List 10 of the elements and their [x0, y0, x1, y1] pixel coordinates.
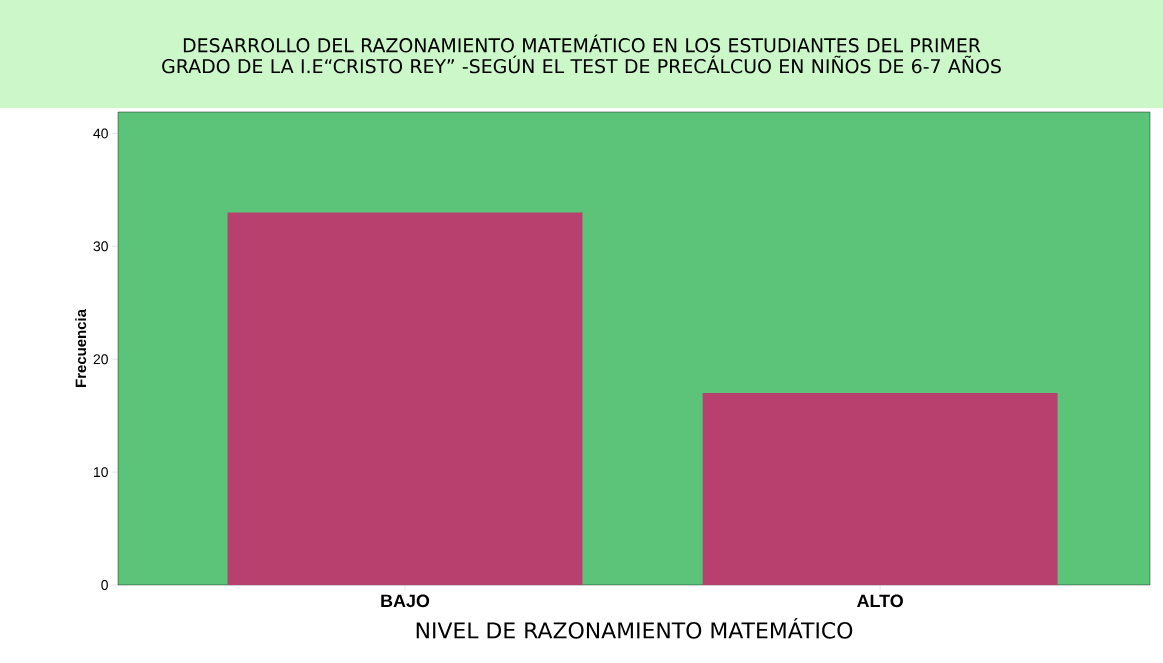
- chart-title: DESARROLLO DEL RAZONAMIENTO MATEMÁTICO EN LOS ESTUDIANTES DEL PRIMER GRADO DE LA I.E“CRISTO REY” -SEGÚN EL TEST DE PRECÁLCUO EN NIÑOS DE 6-7 AÑOS: [162, 34, 1001, 74]
- y-tick-label: 30: [93, 241, 108, 252]
- y-tick-label: 10: [94, 467, 108, 478]
- y-tick-label: 40: [93, 128, 108, 139]
- y-tick-label: 20: [93, 354, 108, 365]
- y-tick-label: 0: [101, 580, 108, 590]
- x-tick-label: ALTO: [857, 594, 903, 608]
- y-axis-title: Frecuencia: [75, 308, 87, 387]
- x-axis-title: NIVEL DE RAZONAMIENTO MATEMÁTICO: [416, 618, 853, 639]
- x-tick-label: BAJO: [381, 594, 430, 608]
